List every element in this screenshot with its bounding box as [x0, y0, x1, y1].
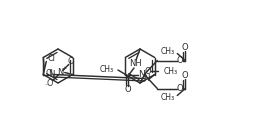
Text: O: O — [145, 66, 151, 76]
Text: NH: NH — [130, 59, 142, 68]
Text: N: N — [138, 70, 145, 79]
Text: Cl: Cl — [47, 54, 55, 63]
Text: +: + — [61, 66, 66, 71]
Text: N: N — [57, 68, 64, 77]
Text: CH₃: CH₃ — [160, 47, 174, 56]
Text: O: O — [68, 57, 74, 66]
Text: CH₃: CH₃ — [100, 65, 114, 74]
Text: O: O — [125, 84, 131, 93]
Text: CH₃: CH₃ — [164, 66, 178, 76]
Text: O: O — [182, 71, 189, 80]
Text: ⁻: ⁻ — [44, 84, 47, 89]
Text: O: O — [182, 43, 189, 52]
Text: N: N — [48, 70, 55, 79]
Text: N: N — [143, 74, 150, 83]
Text: O: O — [47, 79, 53, 88]
Text: Cl: Cl — [45, 69, 53, 78]
Text: O: O — [177, 56, 184, 65]
Text: CH₃: CH₃ — [160, 93, 174, 102]
Text: O: O — [177, 84, 184, 93]
